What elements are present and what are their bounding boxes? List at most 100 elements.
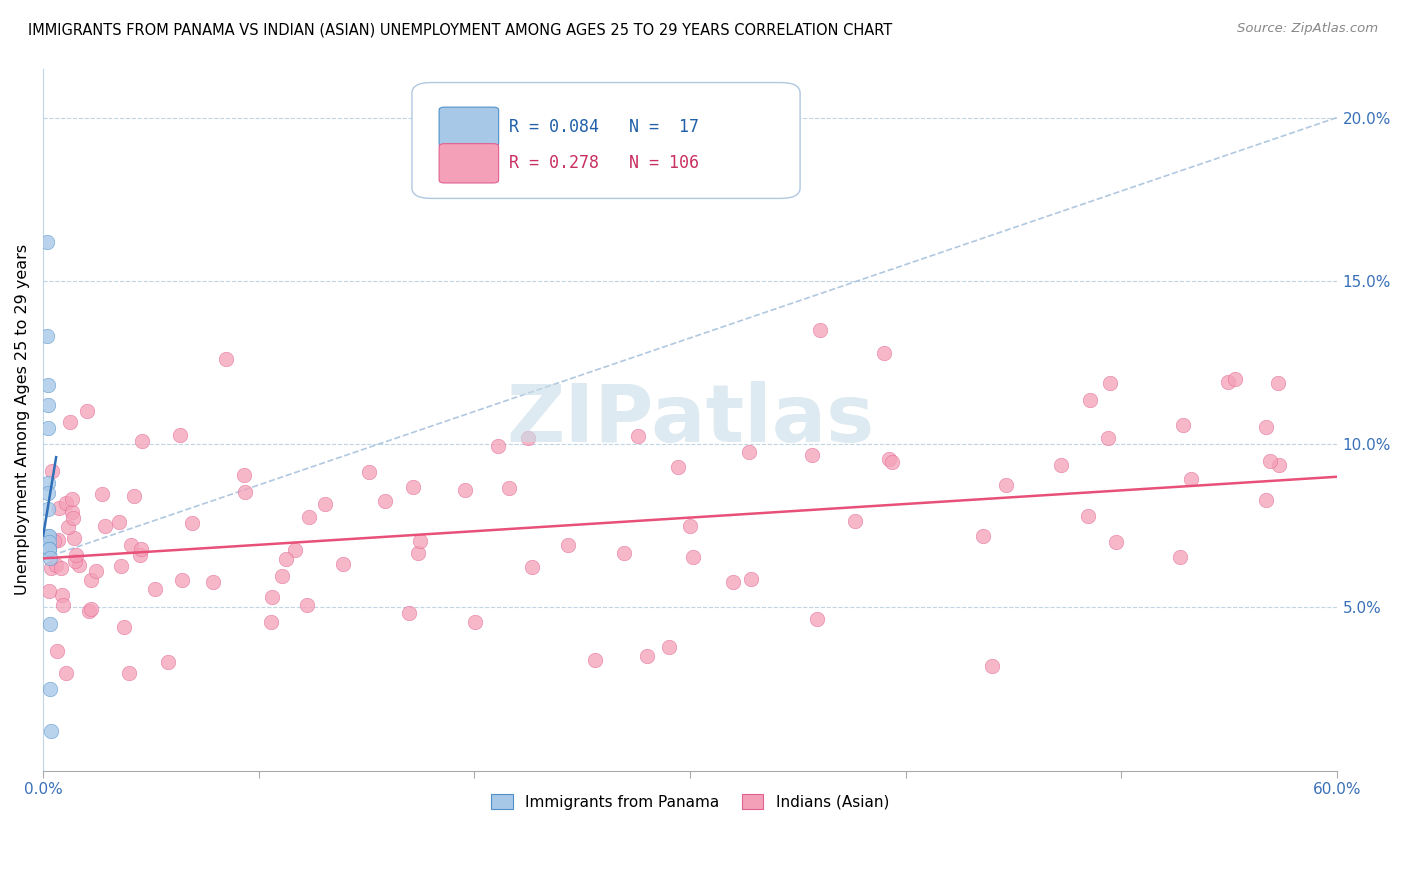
Point	[658, 640, 681, 654]
Point	[1105, 534, 1128, 549]
Y-axis label: Unemployment Among Ages 25 to 29 years: Unemployment Among Ages 25 to 29 years	[15, 244, 30, 595]
Point	[800, 448, 823, 462]
Point	[408, 546, 430, 560]
Point	[314, 497, 336, 511]
Point	[45, 558, 67, 572]
Point	[284, 543, 307, 558]
Text: R = 0.278   N = 106: R = 0.278 N = 106	[509, 154, 699, 172]
Point	[67, 558, 90, 573]
Point	[1216, 375, 1239, 389]
Point	[981, 659, 1004, 673]
Point	[873, 345, 896, 359]
Point	[1098, 376, 1121, 391]
Point	[972, 529, 994, 543]
FancyBboxPatch shape	[439, 107, 499, 146]
Point	[271, 568, 294, 582]
Point	[1170, 550, 1192, 565]
Point	[995, 478, 1018, 492]
Point	[63, 554, 86, 568]
Point	[38, 616, 60, 631]
Point	[59, 415, 82, 429]
Point	[60, 491, 83, 506]
Point	[86, 564, 108, 578]
Point	[613, 546, 636, 560]
Point	[37, 502, 59, 516]
Point	[39, 561, 62, 575]
Text: R = 0.084   N =  17: R = 0.084 N = 17	[509, 118, 699, 136]
Point	[110, 558, 132, 573]
Point	[232, 467, 254, 482]
Point	[37, 476, 59, 491]
Point	[79, 601, 101, 615]
Point	[357, 465, 380, 479]
Point	[486, 439, 509, 453]
Point	[276, 552, 298, 566]
Point	[808, 323, 831, 337]
Point	[77, 604, 100, 618]
Point	[35, 329, 58, 343]
Point	[806, 612, 828, 626]
Point	[112, 619, 135, 633]
Point	[1097, 431, 1119, 445]
Point	[409, 534, 432, 549]
Point	[583, 653, 606, 667]
Point	[636, 649, 658, 664]
Point	[37, 398, 59, 412]
Point	[157, 655, 180, 669]
Point	[398, 606, 420, 620]
Point	[880, 454, 903, 468]
Point	[51, 561, 73, 575]
Point	[201, 575, 224, 590]
Point	[76, 404, 98, 418]
Point	[402, 480, 425, 494]
Point	[721, 575, 744, 590]
Point	[91, 487, 114, 501]
Point	[55, 496, 77, 510]
Point	[37, 486, 59, 500]
Point	[37, 421, 59, 435]
Point	[60, 505, 83, 519]
Point	[38, 541, 60, 556]
Point	[1180, 472, 1202, 486]
Point	[1080, 392, 1102, 407]
Point	[38, 535, 60, 549]
Point	[46, 644, 69, 658]
Point	[93, 519, 115, 533]
Point	[374, 493, 396, 508]
Point	[516, 432, 538, 446]
Point	[62, 531, 84, 545]
Point	[38, 541, 60, 556]
Point	[740, 572, 762, 586]
Point	[62, 511, 84, 525]
Point	[1254, 420, 1277, 434]
Point	[1050, 458, 1073, 473]
Point	[107, 515, 129, 529]
Point	[55, 665, 77, 680]
Point	[666, 460, 689, 475]
Point	[41, 464, 63, 478]
Point	[48, 501, 70, 516]
Legend: Immigrants from Panama, Indians (Asian): Immigrants from Panama, Indians (Asian)	[485, 788, 896, 815]
Point	[65, 548, 87, 562]
Point	[682, 549, 704, 564]
Point	[129, 541, 152, 556]
Point	[233, 485, 256, 500]
Point	[56, 520, 79, 534]
Point	[169, 427, 191, 442]
Point	[1173, 417, 1195, 432]
Point	[38, 583, 60, 598]
Point	[295, 599, 318, 613]
Point	[38, 528, 60, 542]
Text: ZIPatlas: ZIPatlas	[506, 381, 875, 458]
Point	[1223, 371, 1246, 385]
Point	[215, 351, 238, 366]
Point	[1268, 458, 1291, 472]
Point	[520, 560, 543, 574]
Point	[844, 515, 866, 529]
Point	[120, 538, 142, 552]
Point	[128, 548, 150, 562]
Point	[118, 665, 141, 680]
Text: IMMIGRANTS FROM PANAMA VS INDIAN (ASIAN) UNEMPLOYMENT AMONG AGES 25 TO 29 YEARS : IMMIGRANTS FROM PANAMA VS INDIAN (ASIAN)…	[28, 22, 893, 37]
Point	[46, 533, 69, 547]
Point	[627, 429, 650, 443]
